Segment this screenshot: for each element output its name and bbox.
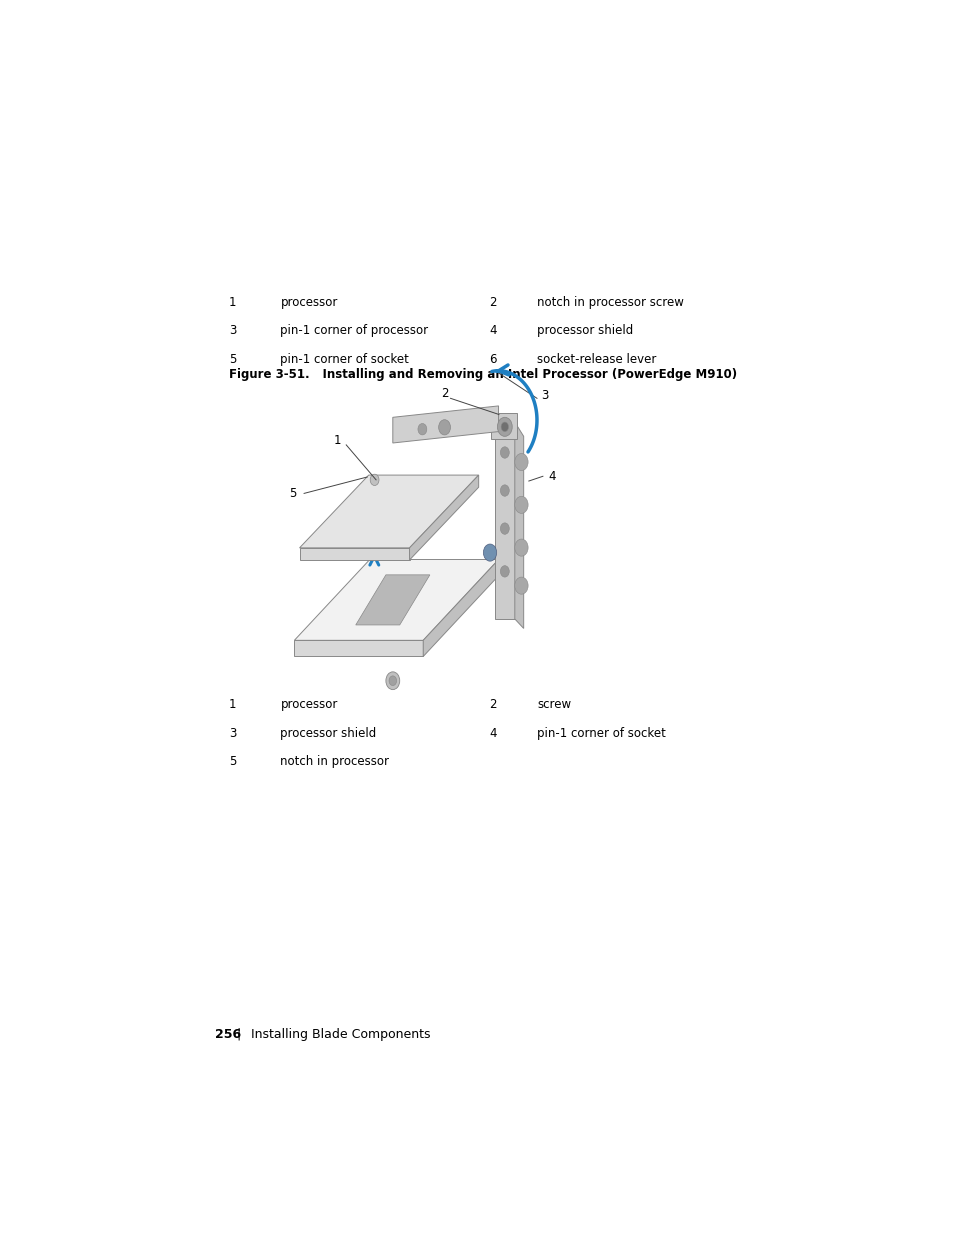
Text: 3: 3 [229, 325, 235, 337]
Text: screw: screw [537, 698, 571, 711]
Circle shape [515, 538, 528, 556]
Circle shape [500, 485, 509, 496]
Text: pin-1 corner of socket: pin-1 corner of socket [537, 726, 665, 740]
Circle shape [515, 577, 528, 594]
Text: 1: 1 [334, 433, 341, 447]
Circle shape [417, 424, 426, 435]
Text: 2: 2 [440, 387, 448, 400]
Text: 4: 4 [488, 325, 496, 337]
Text: Installing Blade Components: Installing Blade Components [251, 1028, 430, 1041]
Polygon shape [515, 422, 523, 629]
Polygon shape [495, 422, 515, 619]
Circle shape [483, 545, 497, 561]
Circle shape [370, 474, 378, 485]
Text: 6: 6 [488, 353, 496, 366]
Text: socket-release lever: socket-release lever [537, 353, 656, 366]
Circle shape [438, 420, 450, 435]
Polygon shape [299, 475, 478, 548]
Polygon shape [393, 406, 498, 443]
Text: 5: 5 [229, 755, 235, 768]
Circle shape [386, 672, 399, 689]
Circle shape [500, 422, 508, 431]
Text: processor: processor [280, 295, 337, 309]
Text: 3: 3 [540, 389, 547, 401]
Polygon shape [299, 548, 409, 559]
Text: Installing and Removing an Intel Processor (PowerEdge M910): Installing and Removing an Intel Process… [306, 368, 737, 382]
Text: 1: 1 [229, 698, 236, 711]
Circle shape [515, 453, 528, 471]
Circle shape [389, 676, 396, 685]
Text: 1: 1 [229, 295, 236, 309]
Circle shape [497, 417, 512, 436]
Circle shape [500, 566, 509, 577]
Text: processor shield: processor shield [280, 726, 376, 740]
Text: 3: 3 [229, 726, 235, 740]
Text: pin-1 corner of socket: pin-1 corner of socket [280, 353, 409, 366]
Text: 256: 256 [215, 1028, 241, 1041]
Polygon shape [294, 559, 498, 640]
Text: 5: 5 [229, 353, 235, 366]
Text: Figure 3-51.: Figure 3-51. [229, 368, 309, 382]
Polygon shape [355, 574, 430, 625]
Circle shape [500, 522, 509, 535]
Polygon shape [409, 475, 478, 559]
Text: 4: 4 [547, 469, 555, 483]
Polygon shape [294, 640, 423, 657]
Text: notch in processor: notch in processor [280, 755, 389, 768]
Text: processor shield: processor shield [537, 325, 633, 337]
Text: 4: 4 [488, 726, 496, 740]
Circle shape [500, 447, 509, 458]
Text: 2: 2 [488, 698, 496, 711]
Polygon shape [491, 412, 517, 440]
Circle shape [515, 496, 528, 514]
Text: pin-1 corner of processor: pin-1 corner of processor [280, 325, 428, 337]
Polygon shape [423, 559, 498, 657]
Text: processor: processor [280, 698, 337, 711]
Text: 5: 5 [289, 487, 296, 500]
Text: notch in processor screw: notch in processor screw [537, 295, 683, 309]
Text: 2: 2 [488, 295, 496, 309]
Text: |: | [235, 1028, 240, 1041]
